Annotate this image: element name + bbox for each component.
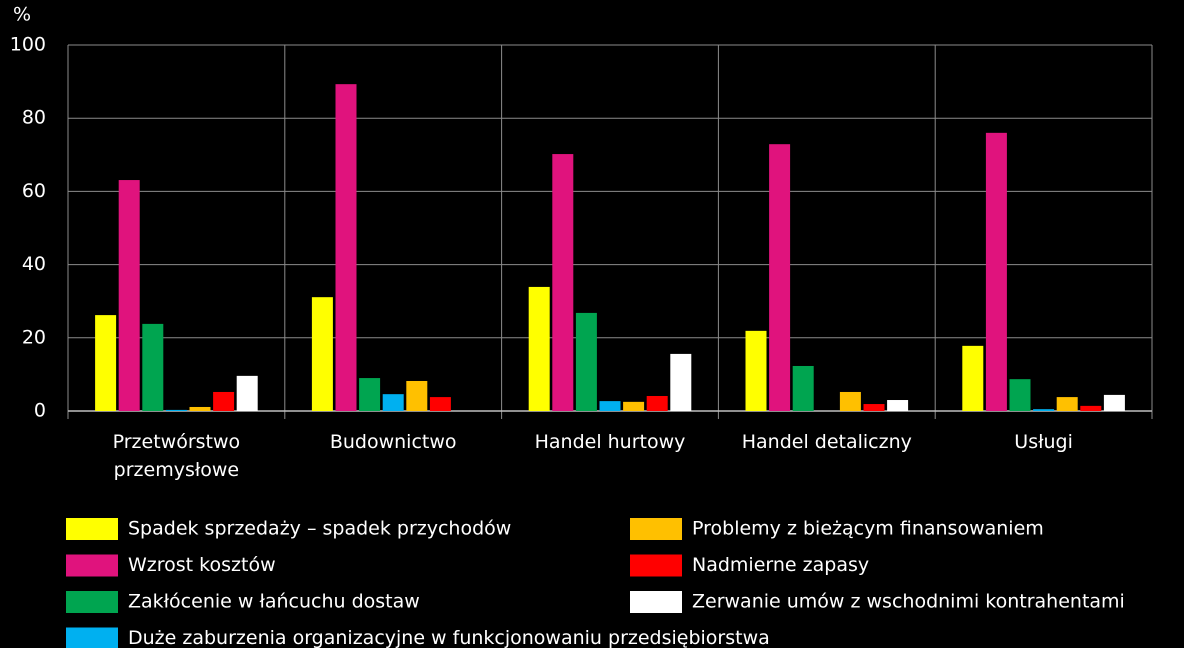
legend-label: Spadek sprzedaży – spadek przychodów <box>128 518 511 540</box>
y-tick-label: 80 <box>22 107 46 129</box>
bar <box>528 286 550 411</box>
bar <box>792 365 814 411</box>
bar <box>95 315 117 411</box>
x-tick-label: Usługi <box>1014 431 1073 453</box>
bar <box>359 378 381 411</box>
legend-swatch <box>630 554 682 577</box>
y-tick-label: 40 <box>22 253 46 275</box>
bar <box>1103 394 1125 411</box>
bar <box>646 395 668 411</box>
legend-label: Wzrost kosztów <box>128 554 276 576</box>
bar <box>1033 409 1055 411</box>
x-tick-label: Handel hurtowy <box>534 431 686 453</box>
bar <box>1009 379 1031 411</box>
legend-swatch <box>66 627 118 648</box>
bar <box>769 144 791 411</box>
bar <box>429 397 451 411</box>
legend-swatch <box>630 591 682 613</box>
bar <box>839 391 861 411</box>
bar <box>670 353 692 411</box>
legend-label: Nadmierne zapasy <box>692 554 869 576</box>
x-tick-label: Handel detaliczny <box>741 431 912 453</box>
bar <box>575 312 597 411</box>
bar <box>165 409 187 411</box>
bar <box>623 401 645 411</box>
bar <box>236 375 258 411</box>
x-tick-label: Przetwórstwo przemysłowe <box>112 431 241 481</box>
legend-swatch <box>66 554 118 577</box>
y-tick-label: 100 <box>10 34 46 56</box>
bar <box>599 401 621 411</box>
bar <box>1056 397 1078 411</box>
bar <box>1080 405 1102 411</box>
legend-swatch <box>630 518 682 540</box>
legend-swatch <box>66 591 118 613</box>
bar <box>382 394 404 411</box>
legend-label: Duże zaburzenia organizacyjne w funkcjon… <box>128 627 770 648</box>
bar <box>863 404 885 411</box>
x-tick-label: Budownictwo <box>329 431 457 453</box>
bar <box>552 154 574 411</box>
y-tick-label: 0 <box>34 400 46 422</box>
bar <box>213 391 235 411</box>
legend-label: Zerwanie umów z wschodnimi kontrahentami <box>692 591 1125 613</box>
bar <box>311 297 333 411</box>
legend-label: Zakłócenie w łańcuchu dostaw <box>128 591 420 613</box>
bar <box>189 406 211 411</box>
bar <box>962 345 984 411</box>
legend-swatch <box>66 518 118 540</box>
bar <box>118 180 140 411</box>
bar <box>745 330 767 411</box>
bar <box>142 323 164 411</box>
y-tick-label: 20 <box>22 326 46 348</box>
bar <box>887 400 909 411</box>
y-axis-label: % <box>13 4 31 26</box>
bar <box>985 132 1007 411</box>
y-tick-label: 60 <box>22 180 46 202</box>
bar <box>406 380 428 411</box>
bar <box>335 84 357 412</box>
legend-label: Problemy z bieżącym finansowaniem <box>692 518 1044 540</box>
